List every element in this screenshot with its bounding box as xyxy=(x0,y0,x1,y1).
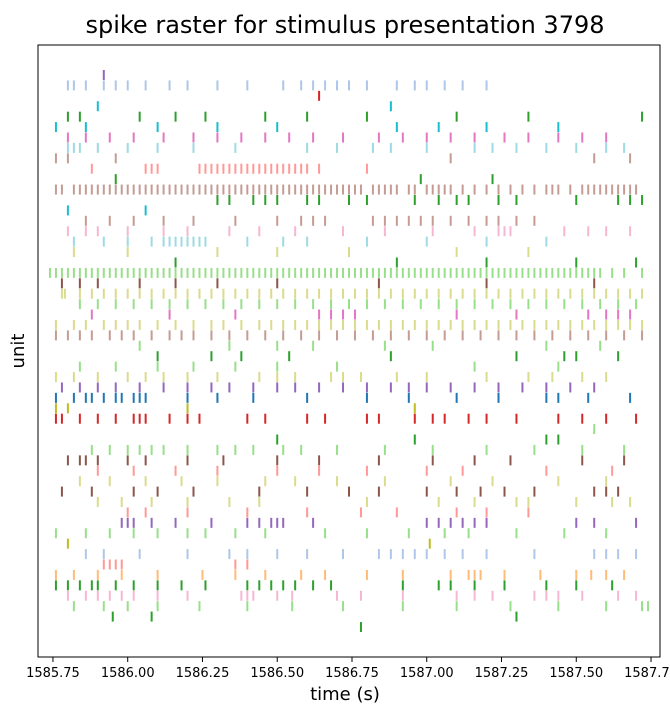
x-tick-label: 1586.50 xyxy=(250,666,304,681)
plot-area-frame xyxy=(37,44,661,658)
x-axis-label: time (s) xyxy=(310,684,380,705)
chart-title: spike raster for stimulus presentation 3… xyxy=(85,11,604,39)
x-axis: 1585.75 1586.00 1586.25 1586.50 1586.75 1587.… xyxy=(26,657,670,681)
x-tick-label: 1587.25 xyxy=(475,666,529,681)
x-tick-label: 1587.50 xyxy=(549,666,603,681)
x-tick-label: 1586.75 xyxy=(325,666,379,681)
x-tick-label: 1586.25 xyxy=(176,666,230,681)
y-axis-label: unit xyxy=(8,334,29,369)
x-tick-label: 1587.75 xyxy=(624,666,670,681)
x-tick-label: 1585.75 xyxy=(26,666,80,681)
spike-marks xyxy=(48,70,650,632)
x-tick-label: 1587.00 xyxy=(400,666,454,681)
x-tick-label: 1586.00 xyxy=(101,666,155,681)
